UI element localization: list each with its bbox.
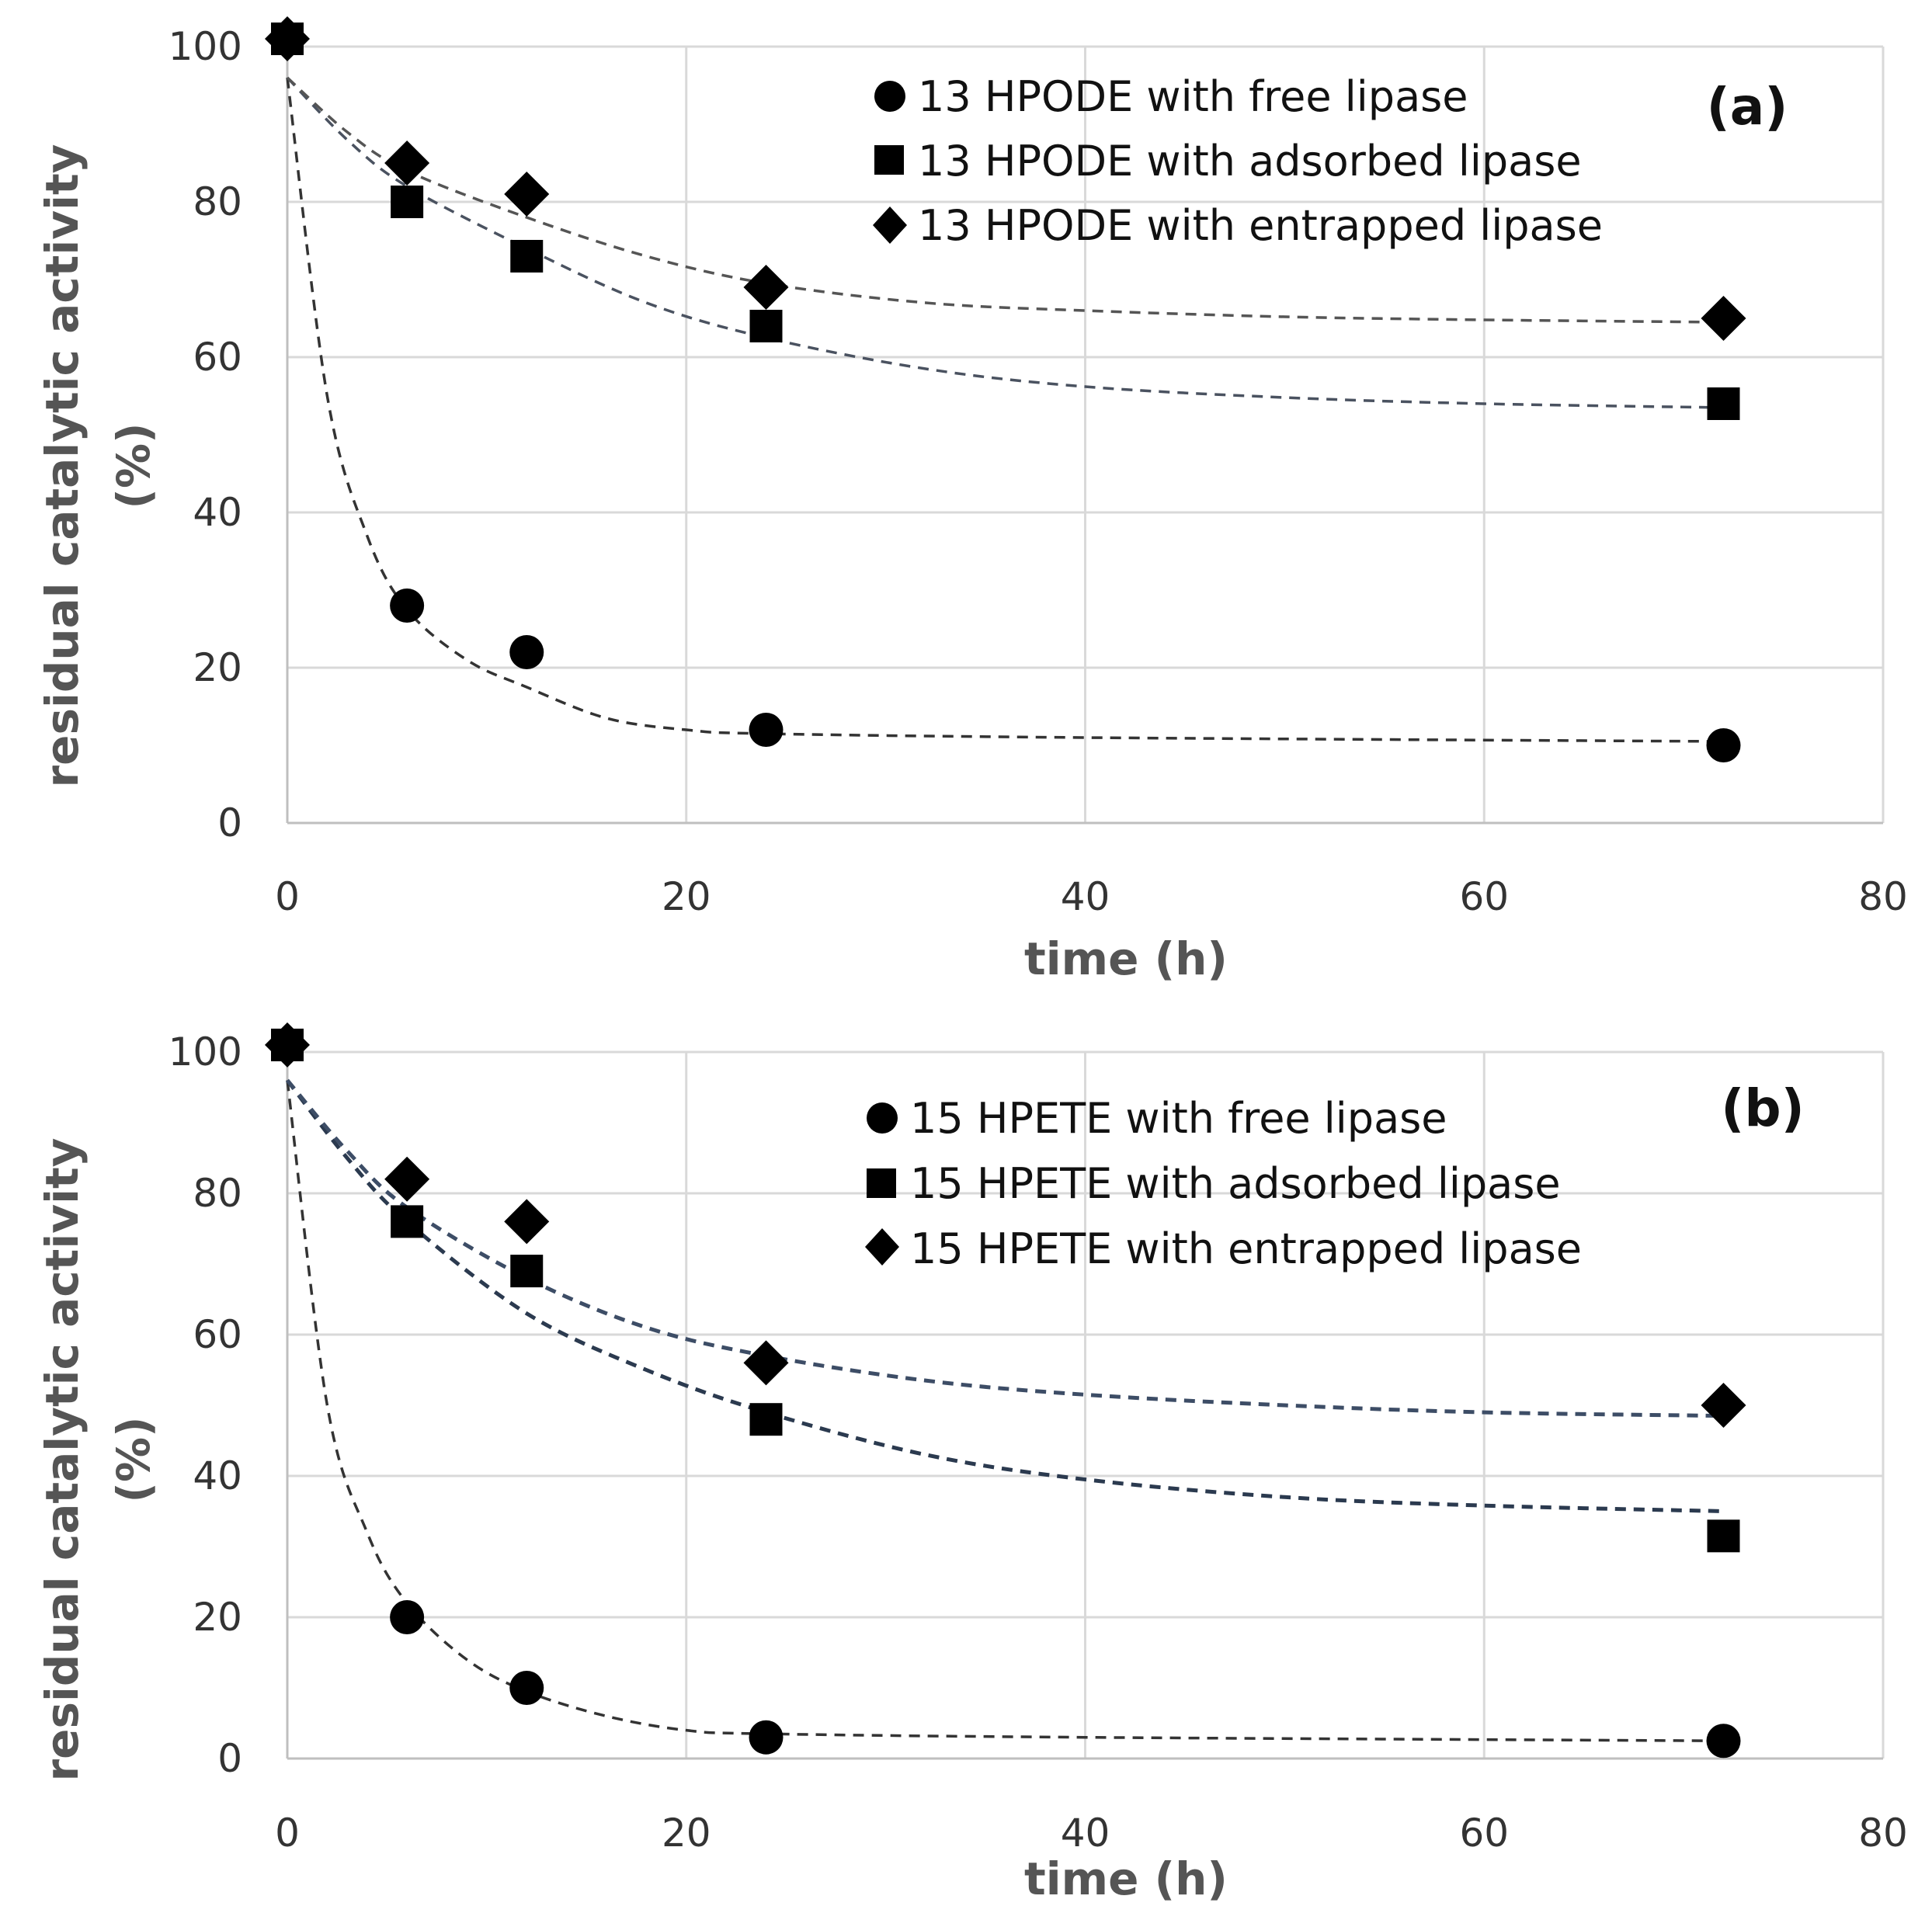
legend-marker-diamond: [865, 1228, 899, 1266]
panel-a-y-tick-labels: 0 20 40 60 80 100: [169, 24, 242, 845]
panel-a-point-diamond: [504, 172, 550, 217]
panel-b-x-tick-label: 60: [1459, 1811, 1509, 1856]
panel-a-x-axis-title: time (h): [1024, 932, 1228, 985]
panel-b-y-axis-title: residual catalytic activity (%): [36, 1138, 160, 1782]
legend-marker-diamond: [873, 207, 907, 244]
panel-b-y-tick-label: 100: [169, 1029, 242, 1075]
panel-b-x-axis-title: time (h): [1024, 1852, 1228, 1905]
panel-a-y-tick-label: 0: [217, 800, 242, 845]
panel-a-point-square: [391, 186, 424, 218]
panel-b-y-tick-label: 0: [217, 1736, 242, 1781]
panel-a-point-diamond: [265, 16, 310, 61]
panel-a-point-square: [510, 240, 544, 273]
panel-b-legend-entry-3: 15 HPETE with entrapped lipase: [910, 1224, 1582, 1273]
panel-a-point-square: [749, 310, 783, 342]
panel-b-y-tick-label: 40: [193, 1453, 242, 1498]
panel-b-point-circle: [749, 1720, 784, 1755]
panel-a-label: (a): [1707, 77, 1788, 137]
panel-b-x-tick-label: 0: [275, 1811, 300, 1856]
panel-a-point-diamond: [743, 265, 789, 310]
panel-a-y-tick-label: 60: [193, 335, 242, 380]
panel-a-legend-entry-3: 13 HPODE with entrapped lipase: [918, 201, 1603, 250]
panel-a-y-axis-title-line2: (%): [107, 422, 160, 509]
panel-a-legend-entry-1: 13 HPODE with free lipase: [918, 72, 1468, 121]
panel-b-x-tick-labels: 0 20 40 60 80: [275, 1811, 1908, 1856]
panel-b-point-circle: [1706, 1724, 1741, 1759]
panel-b-point-square: [391, 1205, 424, 1238]
panel-b-axes: [286, 1052, 1883, 1760]
panel-a-point-circle: [749, 713, 784, 747]
panel-b-point-circle: [509, 1671, 544, 1705]
panel-a-x-tick-label: 40: [1061, 874, 1110, 919]
panel-a-x-tick-label: 60: [1459, 874, 1509, 919]
panel-b: 0 20 40 60 80 0 20 40 60 80 100 time (h) residual…: [36, 1022, 1908, 1905]
panel-b-trendline-circle: [286, 1080, 1724, 1742]
panel-a-y-axis-title-line1: residual catalytic activity: [36, 144, 89, 788]
panel-a-trendline-circle: [286, 77, 1724, 743]
panel-b-trendline-square: [286, 1078, 1724, 1513]
panel-a-point-circle: [509, 635, 544, 669]
panel-a-point-square: [1707, 387, 1740, 420]
panel-b-point-square: [510, 1255, 544, 1288]
panel-b-x-tick-label: 40: [1061, 1811, 1110, 1856]
panel-a-y-tick-label: 80: [193, 179, 242, 224]
panel-a-point-diamond: [384, 141, 430, 186]
panel-b-point-square: [749, 1403, 783, 1436]
panel-b-point-diamond: [743, 1340, 789, 1386]
panel-a-x-tick-labels: 0 20 40 60 80: [275, 874, 1908, 919]
panel-b-y-tick-label: 60: [193, 1312, 242, 1357]
panel-b-y-tick-labels: 0 20 40 60 80 100: [169, 1029, 242, 1781]
legend-marker-circle: [874, 81, 905, 112]
panel-a-legend-entry-2: 13 HPODE with adsorbed lipase: [918, 137, 1582, 186]
panel-a-point-diamond: [1701, 296, 1746, 341]
panel-b-gridlines: [287, 1050, 1885, 1759]
panel-b-x-tick-label: 80: [1858, 1811, 1908, 1856]
panel-a-x-tick-label: 0: [275, 874, 300, 919]
panel-b-point-diamond: [1701, 1383, 1746, 1428]
panel-a-x-tick-label: 20: [662, 874, 711, 919]
legend-marker-square: [874, 145, 904, 175]
panel-b-y-tick-label: 80: [193, 1171, 242, 1216]
panel-b-legend: 15 HPETE with free lipase 15 HPETE with …: [865, 1094, 1582, 1273]
legend-marker-circle: [867, 1102, 898, 1134]
panel-b-label: (b): [1721, 1078, 1805, 1138]
panel-a-axes: [286, 47, 1883, 825]
panel-a-trendline-diamond: [286, 76, 1724, 324]
panel-b-legend-entry-1: 15 HPETE with free lipase: [910, 1094, 1447, 1143]
panel-b-x-tick-label: 20: [662, 1811, 711, 1856]
panel-a-x-tick-label: 80: [1858, 874, 1908, 919]
panel-b-y-tick-label: 20: [193, 1595, 242, 1640]
panel-a-legend: 13 HPODE with free lipase 13 HPODE with …: [873, 72, 1603, 250]
legend-marker-square: [867, 1168, 896, 1198]
panel-a-point-circle: [1706, 728, 1741, 762]
panel-b-legend-entry-2: 15 HPETE with adsorbed lipase: [910, 1159, 1561, 1208]
panel-a-gridlines: [287, 45, 1885, 823]
panel-a-point-circle: [390, 589, 425, 623]
panel-a-y-axis-title: residual catalytic activity (%): [36, 144, 160, 788]
panel-b-point-diamond: [504, 1199, 550, 1245]
panel-a-y-tick-label: 20: [193, 645, 242, 690]
panel-b-point-square: [1707, 1519, 1740, 1553]
panel-b-point-circle: [390, 1600, 425, 1634]
panel-b-y-axis-title-line2: (%): [107, 1416, 160, 1502]
panel-a-y-tick-label: 40: [193, 490, 242, 535]
panel-a-y-tick-label: 100: [169, 24, 242, 69]
panel-b-point-diamond: [384, 1156, 430, 1202]
panel-b-data-points: [265, 1022, 1746, 1759]
panel-a-data-points: [265, 16, 1746, 762]
panel-b-point-diamond: [265, 1022, 310, 1068]
panel-b-y-axis-title-line1: residual catalytic activity: [36, 1138, 89, 1782]
panel-a: 0 20 40 60 80 0 20 40 60 80 100 time (h) residual…: [36, 16, 1908, 985]
